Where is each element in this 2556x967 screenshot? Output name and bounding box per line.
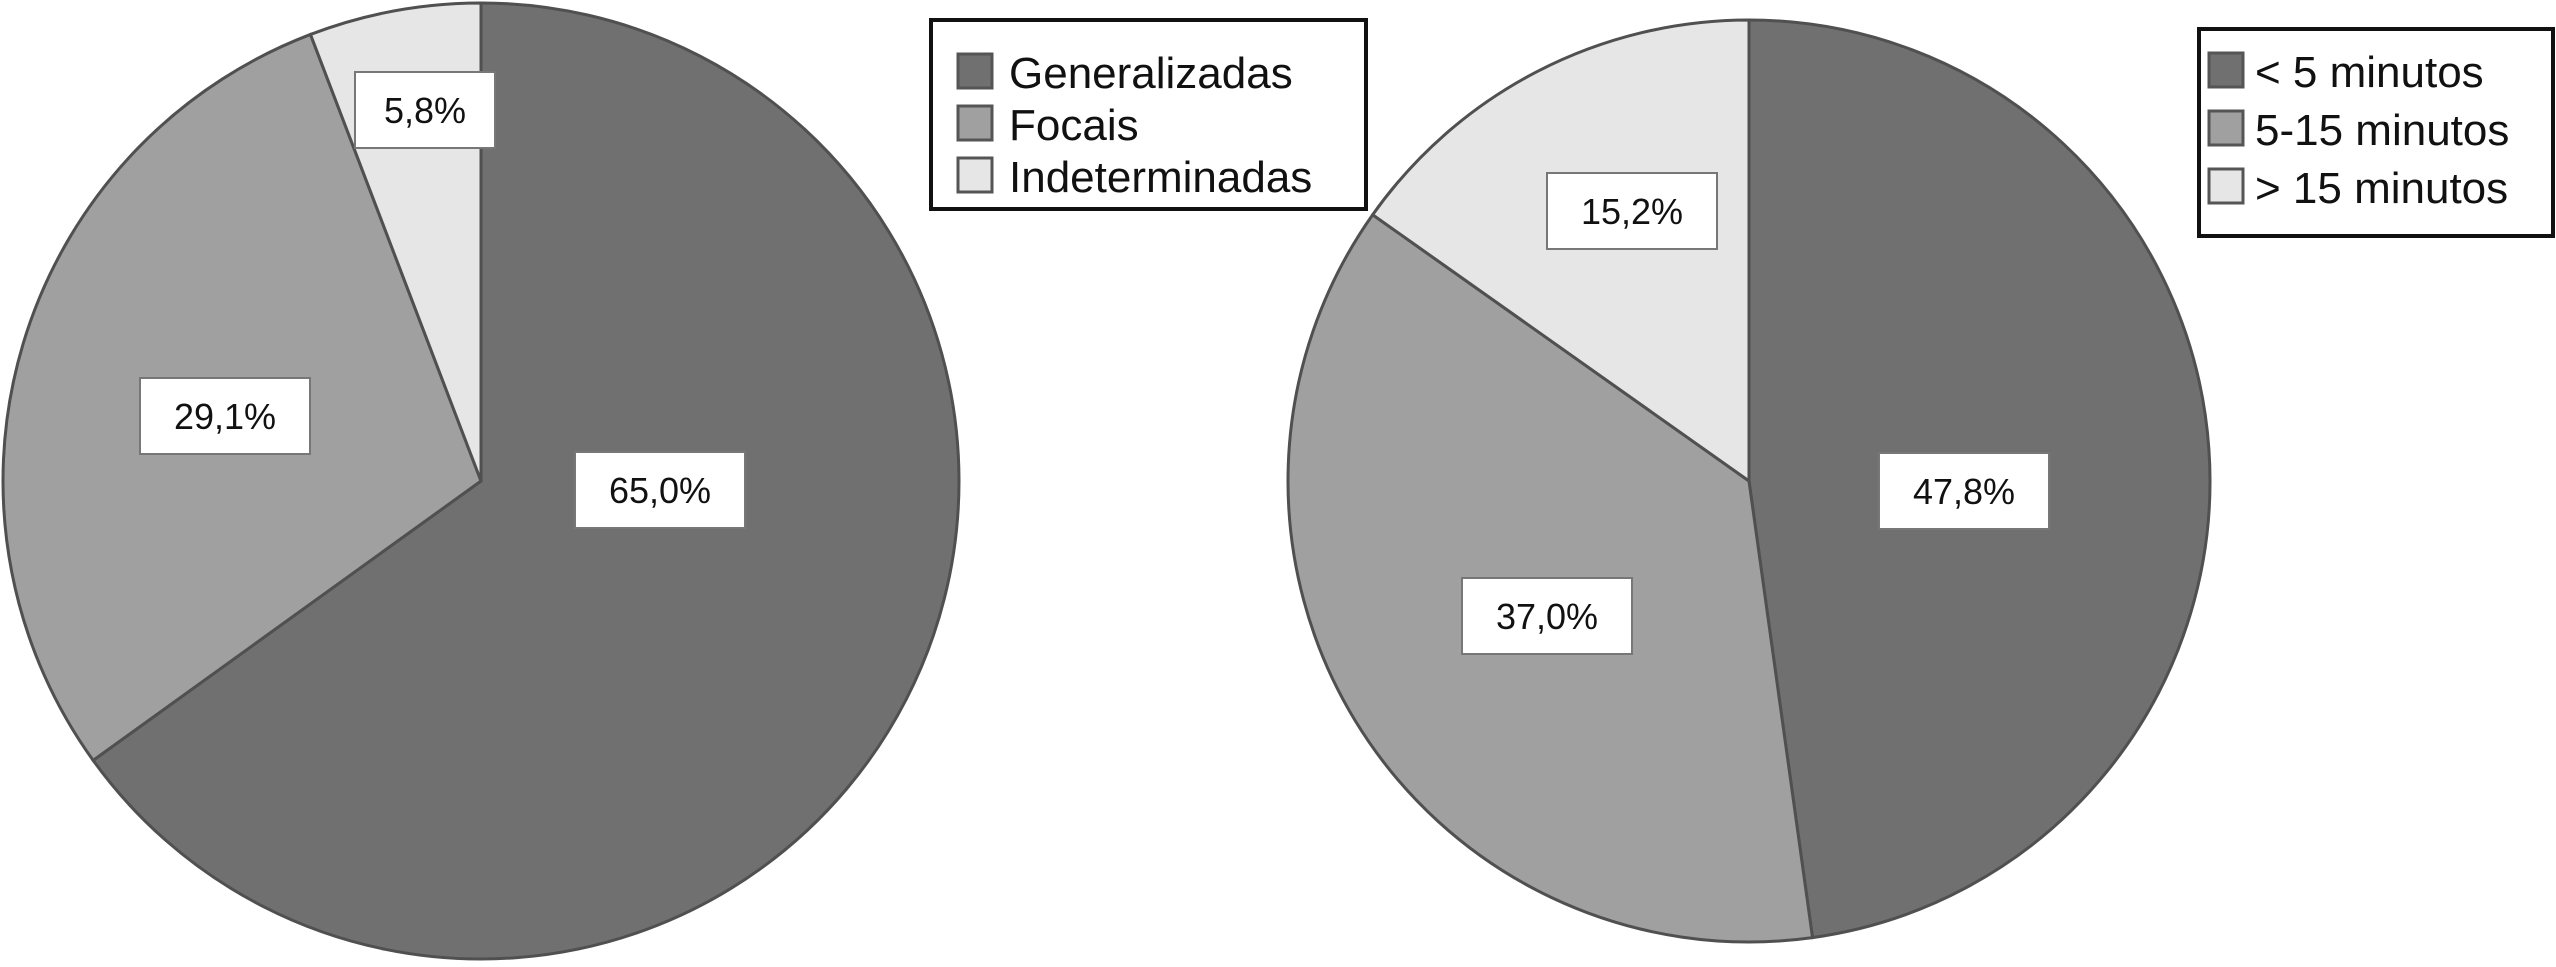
data-label: 37,0% — [1496, 596, 1598, 637]
data-label-box — [1461, 577, 1633, 655]
data-label-box — [139, 377, 311, 455]
legend-label: > 15 minutos — [2255, 164, 2508, 213]
legend-label: Generalizadas — [1009, 49, 1293, 98]
legend-swatch — [956, 104, 994, 142]
pie-slice — [91, 1, 961, 961]
legend-swatch — [956, 156, 994, 194]
legend-label: Focais — [1009, 101, 1139, 150]
data-label: 47,8% — [1913, 471, 2015, 512]
pie-chart-1: 65,0% 29,1% 5,8% — [1, 1, 961, 961]
legend-label: Indeterminadas — [1009, 153, 1312, 202]
legend-swatch — [2207, 109, 2245, 147]
legend-box — [929, 18, 1368, 211]
legend-box — [2197, 27, 2555, 238]
data-label: 5,8% — [384, 90, 466, 131]
data-label: 15,2% — [1581, 191, 1683, 232]
legend-label: 5-15 minutos — [2255, 106, 2509, 155]
legend-swatch — [2207, 167, 2245, 205]
legend-label: < 5 minutos — [2255, 48, 2484, 97]
data-label: 65,0% — [609, 470, 711, 511]
pie-chart-2: 47,8% 37,0% 15,2% — [1286, 18, 2212, 944]
legend-swatch — [2207, 51, 2245, 89]
data-label-box — [1546, 172, 1718, 250]
data-label-box — [1878, 452, 2050, 530]
data-label-box — [354, 71, 496, 149]
data-label: 29,1% — [174, 396, 276, 437]
legend-swatch — [956, 52, 994, 90]
pie-slice — [1370, 18, 1751, 484]
legend: < 5 minutos 5-15 minutos > 15 minutos — [2197, 27, 2555, 238]
data-label-box — [574, 451, 746, 529]
